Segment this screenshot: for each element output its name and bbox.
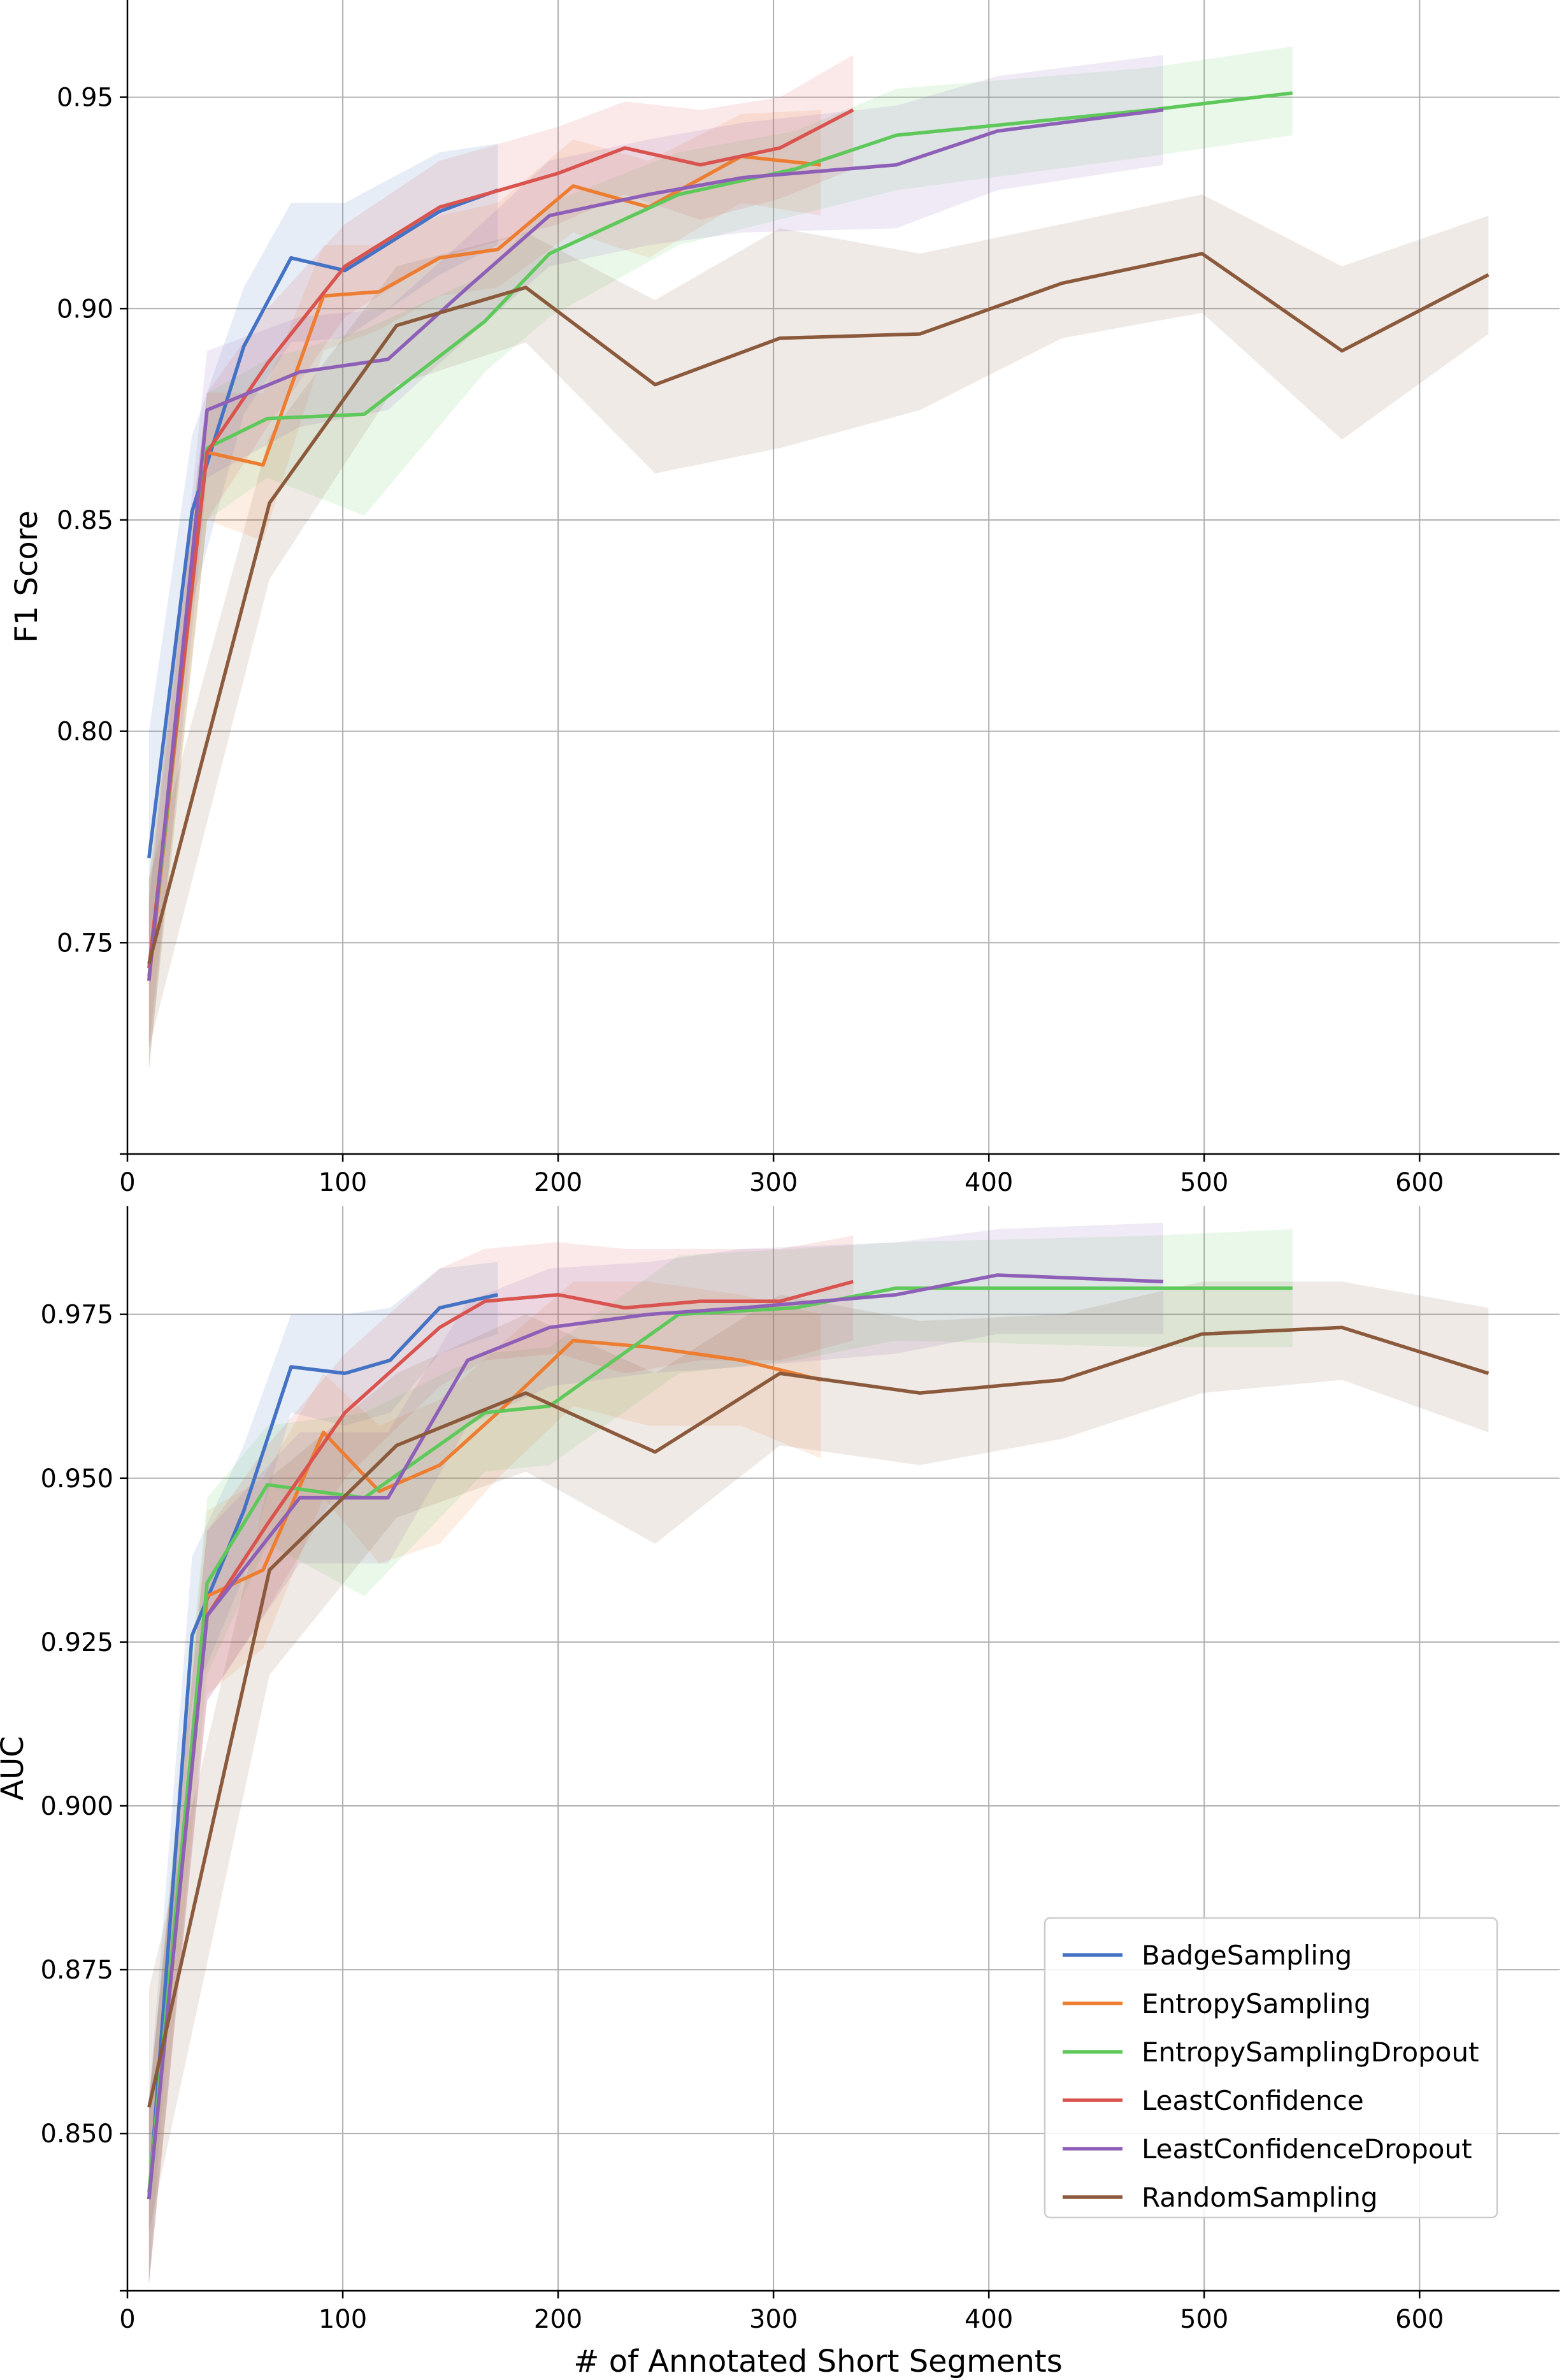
auc-line-entropy-sampling — [147, 1339, 822, 2200]
f1-line-least-confidence-dropout — [147, 108, 1164, 981]
f1-x-tick-label: 0 — [119, 1168, 135, 1197]
f1-x-tick-label: 100 — [319, 1168, 367, 1197]
auc-y-tick-label: 0.900 — [40, 1792, 113, 1821]
f1-y-tick-label: 0.90 — [57, 294, 113, 324]
f1-band-least-confidence-dropout — [148, 55, 1163, 1070]
f1-y-tick-label: 0.85 — [57, 506, 113, 535]
auc-y-tick-label: 0.975 — [40, 1301, 113, 1330]
auc-band-entropy-sampling-dropout — [148, 1229, 1293, 2284]
legend-label-least-confidence: LeastConfidence — [1142, 2085, 1364, 2116]
auc-y-axis-label: AUC — [0, 1736, 31, 1800]
f1-y-tick-label: 0.75 — [57, 928, 113, 958]
auc-x-tick-label: 200 — [534, 2305, 582, 2334]
f1-series-lines — [147, 91, 1489, 981]
auc-line-entropy-sampling-dropout — [147, 1286, 1293, 2193]
auc-y-tick-label: 0.875 — [40, 1956, 113, 1985]
f1-score-chart: 0 100 200 300 400 500 6000.750.800.850.900.95 … — [9, 0, 1560, 1197]
f1-x-tick-label: 200 — [534, 1168, 582, 1197]
auc-line-badge-sampling — [147, 1293, 499, 2200]
auc-band-least-confidence-dropout — [148, 1222, 1163, 2284]
auc-y-tick-label: 0.850 — [40, 2119, 113, 2149]
f1-y-tick-label: 0.80 — [57, 718, 113, 747]
legend: BadgeSampling EntropySampling EntropySampl… — [1044, 1917, 1498, 2219]
legend-label-entropy-sampling: EntropySampling — [1142, 1988, 1371, 2019]
f1-x-tick-label: 600 — [1395, 1168, 1444, 1197]
auc-y-tick-label: 0.925 — [40, 1628, 113, 1657]
auc-y-tick-label: 0.950 — [40, 1464, 113, 1494]
legend-box — [1044, 1917, 1498, 2219]
f1-axes: 0 100 200 300 400 500 600 0.75 0.80 0.85 0.90 0.95 — [57, 0, 1560, 1197]
auc-x-tick-label: 600 — [1395, 2305, 1444, 2334]
f1-band-random-sampling — [148, 194, 1489, 1049]
f1-x-tick-label: 400 — [965, 1168, 1013, 1197]
auc-x-tick-label: 500 — [1180, 2305, 1228, 2334]
auc-line-least-confidence — [147, 1280, 854, 2200]
auc-line-least-confidence-dropout — [147, 1273, 1164, 2200]
legend-label-random-sampling: RandomSampling — [1142, 2182, 1377, 2213]
legend-label-least-confidence-dropout: LeastConfidenceDropout — [1142, 2133, 1472, 2165]
auc-band-badge-sampling — [148, 1262, 498, 2284]
f1-band-entropy-sampling-dropout — [148, 46, 1293, 1070]
f1-x-tick-label: 300 — [749, 1168, 798, 1197]
legend-label-entropy-sampling-dropout: EntropySamplingDropout — [1142, 2037, 1479, 2068]
auc-line-random-sampling — [147, 1325, 1489, 2108]
auc-x-tick-label: 300 — [749, 2305, 798, 2334]
auc-band-entropy-sampling — [148, 1281, 821, 2284]
auc-chart: 0 100 200 300 400 500 600 0.850 0.875 0.900 0.925 0… — [0, 1206, 1560, 2334]
legend-label-badge-sampling: BadgeSampling — [1142, 1940, 1352, 1971]
f1-band-entropy-sampling — [148, 110, 821, 1070]
f1-band-least-confidence — [148, 55, 854, 1049]
f1-confidence-bands — [148, 46, 1489, 1070]
x-axis-label: # of Annotated Short Segments — [573, 2344, 1062, 2379]
auc-x-tick-label: 400 — [965, 2305, 1013, 2334]
f1-band-badge-sampling — [148, 143, 498, 943]
f1-y-tick-label: 0.95 — [57, 83, 113, 113]
auc-x-tick-label: 0 — [119, 2305, 135, 2334]
f1-grid — [127, 0, 1560, 1154]
auc-x-tick-label: 100 — [319, 2305, 367, 2334]
auc-series-lines — [147, 1273, 1489, 2200]
f1-line-entropy-sampling-dropout — [147, 91, 1293, 977]
f1-y-axis-label: F1 Score — [9, 510, 45, 643]
auc-band-random-sampling — [148, 1281, 1489, 2232]
f1-line-badge-sampling — [147, 188, 499, 858]
f1-line-random-sampling — [147, 252, 1489, 965]
f1-x-tick-label: 500 — [1180, 1168, 1228, 1197]
auc-axes: 0 100 200 300 400 500 600 0.850 0.875 0.900 0.925 0… — [40, 1206, 1560, 2334]
